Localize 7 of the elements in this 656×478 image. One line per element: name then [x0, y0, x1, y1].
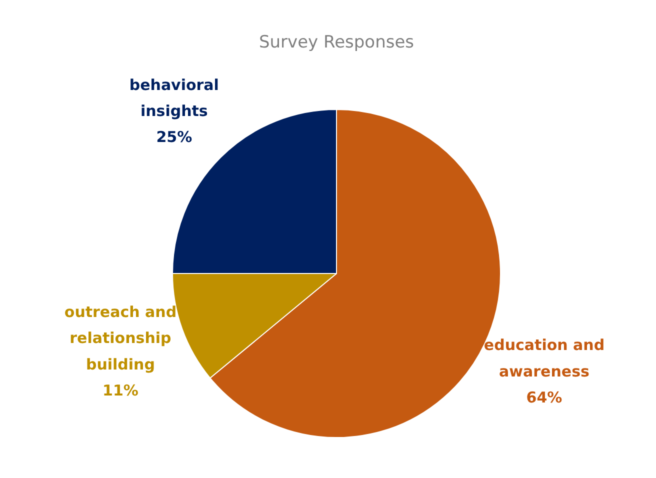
slice-label: behavioral insights	[129, 76, 219, 120]
slice-label: education and awareness	[484, 336, 605, 380]
data-label: 64%	[526, 388, 562, 406]
data-label: 11%	[102, 381, 138, 400]
slice-label: outreach and relationship building	[64, 303, 177, 374]
data-label: 25%	[156, 128, 192, 146]
chart-title: Survey Responses	[258, 32, 414, 52]
